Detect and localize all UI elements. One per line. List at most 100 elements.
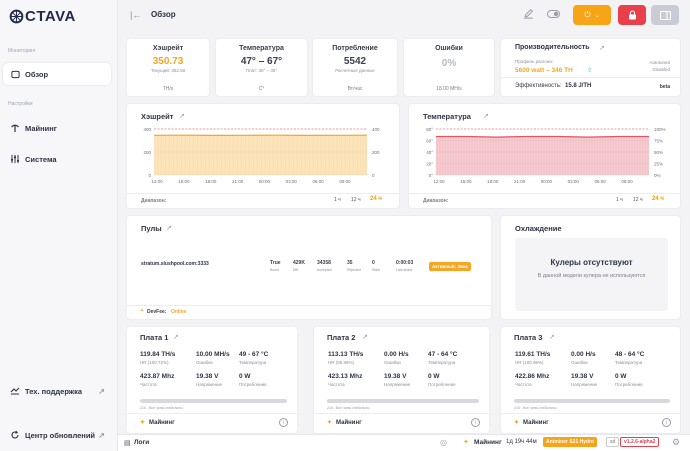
- y2-tick-label: 200: [372, 150, 380, 155]
- collapse-sidebar-icon[interactable]: |←: [130, 10, 142, 20]
- board-hashrate-label: HR (100.96%): [515, 360, 544, 365]
- y2-tick-label: 400: [372, 127, 380, 132]
- y-tick-label: 200: [143, 150, 151, 155]
- stat-hashrate: Хэшрейт 350.73 Текущий: 352.58 TH/s: [126, 38, 210, 97]
- lock-button[interactable]: [618, 5, 646, 25]
- pool-stat-value: 429K: [293, 260, 305, 266]
- stat-unit: Вт/час: [347, 86, 363, 92]
- stat-performance: Производительность ↗ Профиль разгона: 56…: [500, 38, 681, 97]
- external-link-icon[interactable]: ↗: [173, 334, 179, 341]
- stat-unit: 18.00 MH/s: [436, 86, 462, 92]
- y-tick-label: 80°: [426, 127, 433, 132]
- settings-icon[interactable]: ⚙: [672, 437, 681, 447]
- range-1h[interactable]: 1 ч: [616, 197, 623, 203]
- cooling-empty-title: Кулеры отсутствуют: [550, 258, 633, 267]
- target-icon: ◎: [440, 438, 447, 447]
- sidebar-item-label: Майнинг: [25, 123, 57, 133]
- range-12h[interactable]: 12 ч: [351, 197, 361, 203]
- logo[interactable]: CTAVA: [9, 8, 76, 25]
- stat-sub: Плат: 36° – 49°: [245, 68, 278, 73]
- pickaxe-icon: [10, 123, 20, 133]
- info-icon[interactable]: i: [471, 418, 480, 427]
- sidebar-item-overview[interactable]: Обзор: [3, 63, 111, 85]
- version-badge: v1.2.6-alpha2: [620, 437, 660, 447]
- board-errors-label: Ошибки: [571, 360, 588, 365]
- external-link-icon[interactable]: ↗: [179, 113, 185, 120]
- lock-icon: [628, 10, 636, 20]
- info-icon[interactable]: i: [279, 418, 288, 427]
- cooling-empty-sub: В данной модели кулера не используются: [537, 273, 646, 279]
- stat-unit: C°: [258, 86, 265, 92]
- mining-icon: ✦: [327, 420, 333, 426]
- range-24h[interactable]: 24 ч: [370, 196, 382, 202]
- uptime: 1д 19ч 44м: [506, 439, 537, 445]
- sidebar-item-system[interactable]: Система: [3, 148, 111, 170]
- board-temp-label: Температура: [615, 360, 643, 365]
- cooling-title: Охлаждение: [515, 224, 562, 233]
- board-volt-label: Напряжение: [384, 382, 411, 387]
- y-tick-label: 0°: [429, 173, 434, 178]
- pool-stat-label: Diff: [293, 268, 299, 272]
- stat-value: 5542: [343, 56, 367, 67]
- board-freq-label: Частота: [140, 382, 157, 387]
- chip-status-bar: [140, 399, 287, 403]
- stat-label: Хэшрейт: [152, 45, 184, 52]
- sidebar-item-mining[interactable]: Майнинг: [3, 117, 111, 139]
- x-tick-label: 18:00: [487, 179, 499, 184]
- external-link-icon[interactable]: ↗: [599, 45, 605, 52]
- arrow-up-icon: ⇧: [587, 68, 593, 74]
- board-footer: ✦ Майнинг: [514, 419, 549, 427]
- profile-value[interactable]: 5600 watt – 346 TH: [515, 67, 573, 74]
- x-tick-label: 12:00: [151, 179, 163, 184]
- x-tick-label: 06:00: [595, 179, 607, 184]
- board-title: Плата 1: [140, 333, 169, 342]
- cooling-empty-state: Кулеры отсутствуют В данной модели кулер…: [515, 238, 668, 311]
- board-power: 0 W: [615, 373, 627, 380]
- power-button[interactable]: ⏻ ⌄: [573, 5, 611, 25]
- x-tick-label: 15:00: [178, 179, 190, 184]
- power-icon: ⏻: [584, 10, 591, 19]
- stat-unit: TH/s: [162, 86, 174, 92]
- info-icon[interactable]: i: [662, 418, 671, 427]
- monitor-icon: [10, 69, 20, 79]
- board-hashrate: 119.84 TH/s: [140, 351, 176, 358]
- pool-stat-value: 0: [372, 260, 375, 266]
- range-12h[interactable]: 12 ч: [633, 197, 643, 203]
- sidebar-panel-icon: [659, 10, 671, 20]
- support-link[interactable]: Тех. поддержка ↗: [3, 380, 111, 402]
- external-link-icon[interactable]: ↗: [483, 113, 489, 120]
- board-freq: 423.87 Mhz: [140, 373, 175, 380]
- sliders-icon: [10, 154, 20, 164]
- board-errors-label: Ошибки: [196, 360, 213, 365]
- board-power-label: Потребление: [428, 382, 456, 387]
- range-24h[interactable]: 24 ч: [652, 196, 664, 202]
- efficiency-label: Эффективность:: [515, 83, 562, 89]
- logs-link[interactable]: Логи: [134, 439, 150, 446]
- board-temp-label: Температура: [428, 360, 456, 365]
- panel-toggle-button[interactable]: [651, 5, 679, 25]
- board-freq-label: Частота: [328, 382, 345, 387]
- board-volt: 19.38 V: [384, 373, 407, 380]
- external-link-icon[interactable]: ↗: [549, 334, 555, 341]
- updates-link[interactable]: Центр обновлений ↗: [3, 424, 111, 446]
- board-power-label: Потребление: [615, 382, 643, 387]
- edit-icon[interactable]: [523, 8, 534, 21]
- external-link-icon[interactable]: ↗: [166, 225, 172, 232]
- board-footer: ✦ Майнинг: [327, 419, 362, 427]
- board-volt-label: Напряжение: [196, 382, 223, 387]
- pool-stat-value: 0:00:03: [396, 260, 414, 266]
- toggle-icon[interactable]: [547, 10, 560, 20]
- range-1h[interactable]: 1 ч: [334, 197, 341, 203]
- board-power-label: Потребление: [239, 382, 267, 387]
- y2-tick-label: 100%: [654, 127, 666, 132]
- external-link-icon[interactable]: ↗: [362, 334, 368, 341]
- pools-title: Пулы: [141, 224, 162, 233]
- board-temp: 48 - 64 °C: [615, 351, 645, 358]
- mode-autotuned: Autotuned: [649, 60, 670, 65]
- hashrate-chart-card: Хэшрейт ↗ 400 200 0 400 200 0 12:00 15:00 18:00 2…: [126, 103, 400, 209]
- board-freq: 422.86 Mhz: [515, 373, 550, 380]
- perf-label: Производительность: [515, 44, 590, 51]
- stat-temperature: Температура 47° – 67° Плат: 36° – 49° C°: [215, 38, 308, 97]
- devfee-label: DevFee:: [147, 309, 167, 315]
- pool-url: stratum.slushpool.com:3333: [141, 261, 209, 267]
